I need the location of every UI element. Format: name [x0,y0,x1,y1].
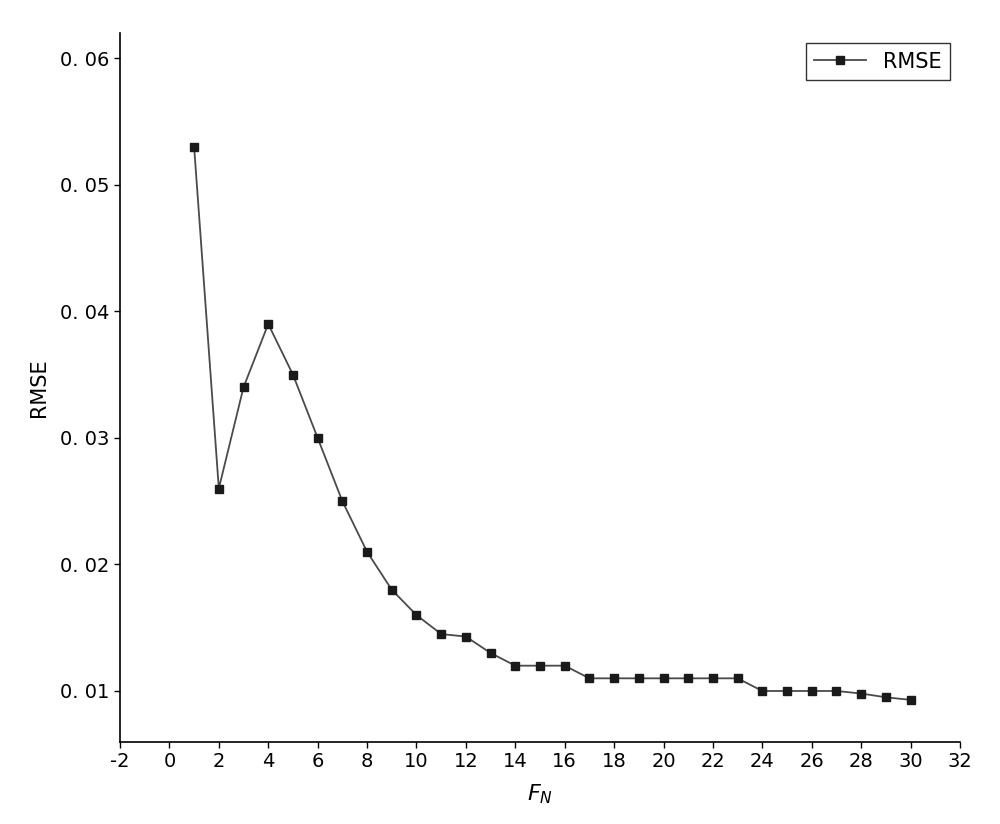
RMSE [435,629,447,639]
RMSE [905,695,917,705]
RMSE [485,648,497,658]
RMSE [188,142,200,152]
RMSE [287,370,299,380]
RMSE [855,689,867,699]
RMSE [238,382,250,392]
RMSE [830,686,842,696]
RMSE [806,686,818,696]
Legend: RMSE: RMSE [806,44,950,80]
RMSE [213,484,225,494]
RMSE [781,686,793,696]
RMSE [361,547,373,557]
RMSE [534,661,546,671]
RMSE [509,661,521,671]
RMSE [559,661,571,671]
RMSE [460,632,472,642]
RMSE [707,673,719,683]
X-axis label: $F_{N}$: $F_{N}$ [527,782,553,806]
Line: RMSE: RMSE [190,143,915,704]
RMSE [732,673,744,683]
RMSE [410,610,422,620]
RMSE [682,673,694,683]
RMSE [880,692,892,702]
RMSE [262,319,274,329]
RMSE [658,673,670,683]
RMSE [756,686,768,696]
RMSE [336,496,348,506]
RMSE [583,673,595,683]
Y-axis label: RMSE: RMSE [29,358,49,417]
RMSE [312,433,324,442]
RMSE [633,673,645,683]
RMSE [386,585,398,595]
RMSE [608,673,620,683]
